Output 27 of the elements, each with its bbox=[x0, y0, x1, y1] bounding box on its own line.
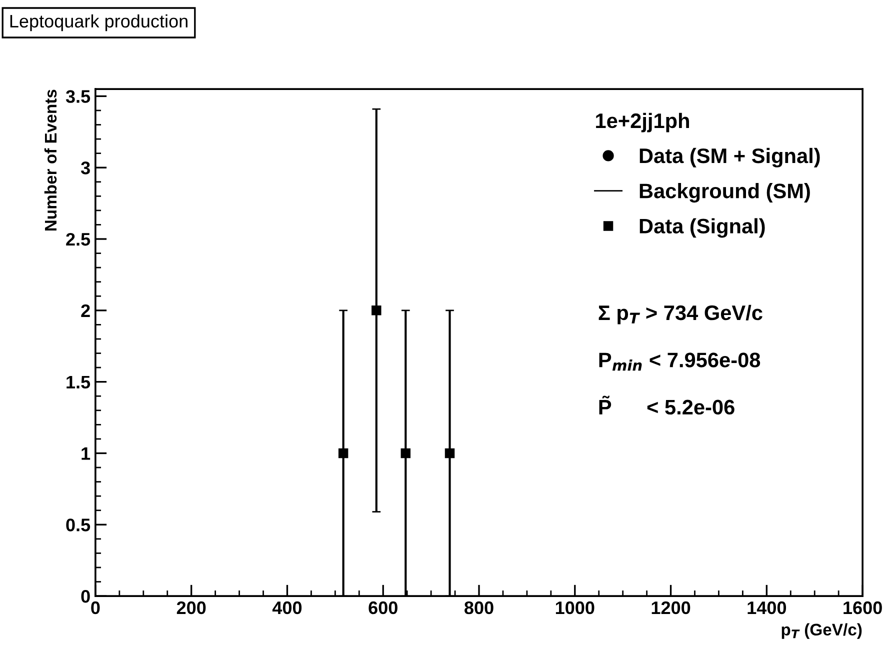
x-tick-label: 0 bbox=[91, 601, 100, 614]
x-tick-label: 1000 bbox=[556, 601, 594, 614]
x-tick-label: 1400 bbox=[748, 601, 786, 614]
x-tick-label: 800 bbox=[464, 601, 494, 614]
legend-label: Background (SM) bbox=[640, 183, 810, 203]
legend-title: 1e+2jj1ph bbox=[596, 112, 689, 132]
y-tick-label: 0 bbox=[81, 590, 90, 603]
y-tick-label: 3.5 bbox=[66, 90, 90, 103]
legend-label: Data (Signal) bbox=[640, 218, 765, 238]
x-tick-label: 200 bbox=[176, 601, 206, 614]
annotation: Σ p$_{T}$ > 734 GeV/c bbox=[598, 304, 762, 324]
x-tick-label: 1200 bbox=[652, 601, 690, 614]
x-tick-label: 400 bbox=[272, 601, 302, 614]
y-tick-label: 3 bbox=[80, 162, 90, 174]
y-tick-label: 2.5 bbox=[66, 232, 90, 246]
y-tick-label: 2 bbox=[81, 304, 90, 317]
x-tick-label: 600 bbox=[368, 601, 398, 614]
y-tick-label: 0.5 bbox=[66, 518, 90, 532]
chart-title: Leptoquark production bbox=[10, 14, 188, 32]
y-tick-label: 1 bbox=[82, 447, 90, 460]
x-axis-title: p$_{T}$ (GeV/c) bbox=[782, 623, 862, 639]
annotation: P̃ < 5.2e-06 bbox=[599, 396, 734, 415]
y-axis-title: Number of Events bbox=[44, 90, 57, 231]
annotation: P$_{min}$ < 7.956e-08 bbox=[599, 352, 760, 371]
x-tick-label: 1600 bbox=[844, 601, 882, 614]
legend-label: Data (SM + Signal) bbox=[640, 148, 820, 168]
y-tick-label: 1.5 bbox=[66, 376, 90, 389]
